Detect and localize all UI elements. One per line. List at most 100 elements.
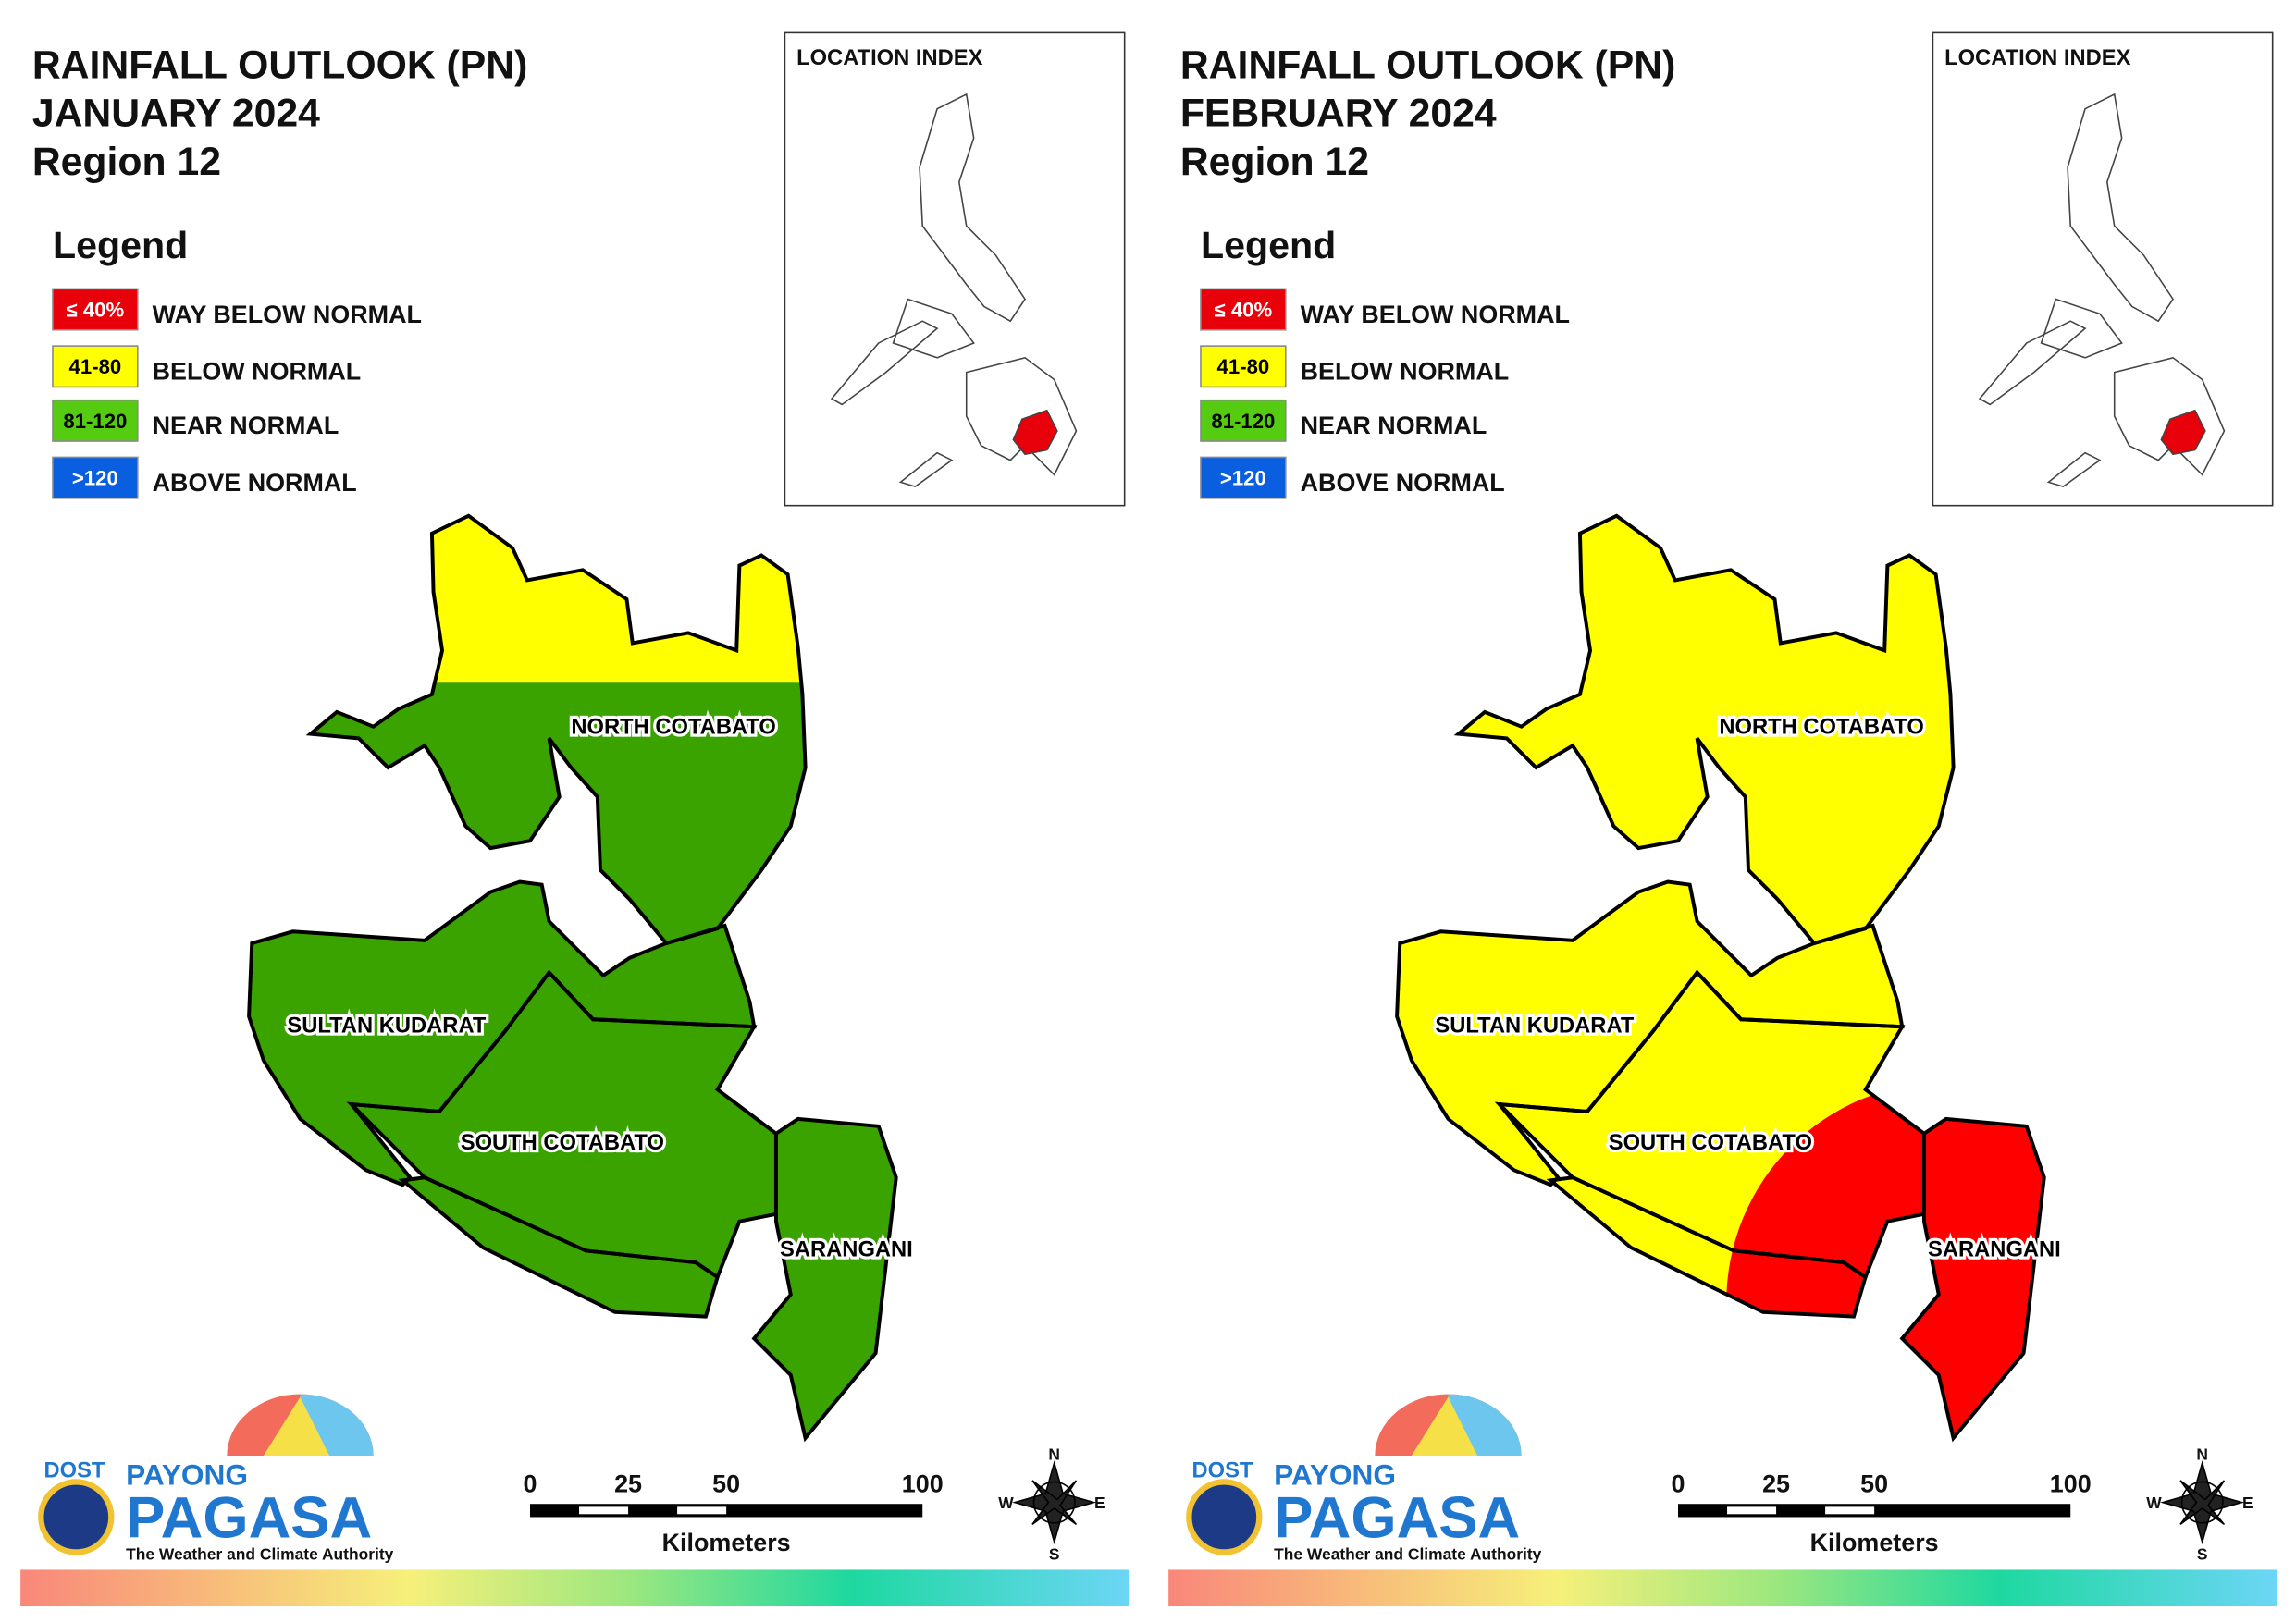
- compass-letter: S: [1049, 1544, 1060, 1563]
- philippines-outline: [1978, 92, 2226, 487]
- umbrella-mid: [1411, 1396, 1478, 1456]
- province-border: [346, 969, 778, 1280]
- province-label: SARANGANI: [1928, 1238, 2061, 1262]
- legend-label: 81-120: [63, 410, 127, 433]
- scale-segment: [579, 1506, 629, 1515]
- legend-text: WAY BELOW NORMAL: [1301, 301, 1570, 328]
- compass-letter: W: [2146, 1494, 2162, 1512]
- province: [310, 515, 806, 943]
- logo-org: DOST: [43, 1459, 105, 1483]
- legend-text: WAY BELOW NORMAL: [153, 301, 422, 328]
- logo-name: PAYONG: [126, 1458, 248, 1492]
- scale-tick: 25: [614, 1470, 642, 1498]
- compass-letter: N: [1048, 1445, 1060, 1464]
- title-line: FEBRUARY 2024: [1180, 92, 1497, 136]
- title-line: RAINFALL OUTLOOK (PN): [32, 43, 528, 87]
- title-line: Region 12: [1180, 140, 1369, 184]
- province-border: [1395, 879, 1905, 1187]
- scale-tick: 100: [902, 1470, 944, 1498]
- province-border: [1546, 1116, 2046, 1443]
- scale-tick: 0: [524, 1470, 537, 1498]
- compass-letter: E: [1094, 1494, 1105, 1512]
- legend-label: >120: [72, 467, 118, 490]
- legend-swatch: [52, 288, 139, 331]
- legend-text: ABOVE NORMAL: [1301, 469, 1505, 497]
- logo-brand: PAGASA: [126, 1486, 372, 1551]
- legend-text: ABOVE NORMAL: [153, 469, 357, 497]
- compass-letter: E: [2242, 1494, 2253, 1512]
- scale-tick: 50: [712, 1470, 740, 1498]
- logo-name: PAYONG: [1274, 1458, 1396, 1492]
- scale-unit: Kilometers: [1810, 1529, 1939, 1556]
- legend-label: ≤ 40%: [1215, 298, 1273, 321]
- province: [351, 972, 776, 1277]
- logo-brand: PAGASA: [1274, 1486, 1520, 1551]
- legend-text: NEAR NORMAL: [153, 412, 339, 439]
- province-label: SULTAN KUDARAT: [287, 1014, 486, 1039]
- logo-org: DOST: [1191, 1459, 1253, 1483]
- legend-text: BELOW NORMAL: [153, 358, 362, 386]
- color-band: [1168, 1569, 2277, 1607]
- legend-label: ≤ 40%: [67, 298, 125, 321]
- province-border: [1453, 513, 1956, 946]
- color-band: [20, 1569, 1129, 1607]
- legend-label: >120: [1220, 467, 1266, 490]
- region-highlight: [2160, 409, 2206, 456]
- legend-label: 81-120: [1211, 410, 1275, 433]
- province-overlay: [1726, 1118, 2044, 1438]
- scale-unit: Kilometers: [662, 1529, 791, 1556]
- province: [402, 1118, 896, 1438]
- legend-swatch: [52, 456, 139, 499]
- province-border: [247, 879, 757, 1187]
- legend-swatch: [1200, 345, 1287, 388]
- compass-letter: N: [2196, 1445, 2208, 1464]
- compass-ring: [2180, 1481, 2224, 1524]
- legend-label: 41-80: [1217, 355, 1270, 378]
- scale-tick: 50: [1860, 1470, 1888, 1498]
- province-label: SOUTH COTABATO: [461, 1131, 664, 1155]
- title-line: RAINFALL OUTLOOK (PN): [1180, 43, 1676, 87]
- province-label: SARANGANI: [780, 1238, 913, 1262]
- seal: [1186, 1479, 1263, 1555]
- legend-title: Legend: [1201, 224, 1336, 266]
- location-title: LOCATION INDEX: [1944, 46, 2130, 70]
- legend-swatch: [1200, 456, 1287, 499]
- legend-title: Legend: [53, 224, 188, 266]
- province-border: [398, 1116, 898, 1443]
- province-border: [1494, 969, 1926, 1280]
- location-title: LOCATION INDEX: [796, 46, 982, 70]
- region-highlight: [1012, 409, 1058, 456]
- scale-segment: [677, 1506, 727, 1515]
- legend-swatch: [52, 399, 139, 442]
- logo-tagline: The Weather and Climate Authority: [126, 1544, 393, 1563]
- province: [1458, 515, 1954, 943]
- province-label: SULTAN KUDARAT: [1435, 1014, 1634, 1039]
- province-label: NORTH COTABATO: [571, 716, 776, 740]
- legend-swatch: [1200, 399, 1287, 442]
- panel: RAINFALL OUTLOOK (PN) FEBRUARY 2024Region…: [1168, 31, 2277, 1607]
- province-overlay: [1726, 1082, 1924, 1277]
- scale-tick: 25: [1762, 1470, 1790, 1498]
- scale-tick: 100: [2050, 1470, 2092, 1498]
- province-border: [305, 513, 808, 946]
- legend-text: NEAR NORMAL: [1301, 412, 1487, 439]
- province-label: SOUTH COTABATO: [1609, 1131, 1812, 1155]
- scale-segment: [1825, 1506, 1875, 1515]
- compass-letter: S: [2197, 1544, 2208, 1563]
- seal: [38, 1479, 115, 1555]
- title-line: Region 12: [32, 140, 221, 184]
- compass-ring: [1032, 1481, 1076, 1524]
- title-line: JANUARY 2024: [32, 92, 320, 136]
- compass-letter: W: [998, 1494, 1014, 1512]
- philippines-outline: [830, 92, 1078, 487]
- legend-swatch: [52, 345, 139, 388]
- legend-swatch: [1200, 288, 1287, 331]
- panel: RAINFALL OUTLOOK (PN) JANUARY 2024Region …: [20, 31, 1129, 1607]
- scale-tick: 0: [1672, 1470, 1685, 1498]
- logo-tagline: The Weather and Climate Authority: [1274, 1544, 1541, 1563]
- legend-label: 41-80: [69, 355, 122, 378]
- umbrella-mid: [263, 1396, 330, 1456]
- province-label: NORTH COTABATO: [1719, 716, 1924, 740]
- legend-text: BELOW NORMAL: [1301, 358, 1510, 386]
